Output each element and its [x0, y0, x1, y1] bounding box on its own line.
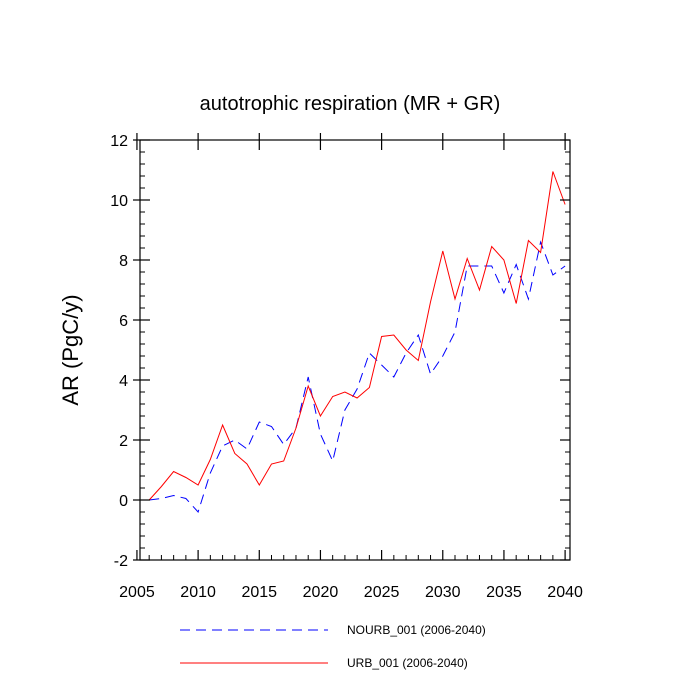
x-tick-label: 2035 [486, 584, 522, 601]
x-tick-label: 2030 [425, 584, 461, 601]
x-tick-label: 2025 [364, 584, 400, 601]
legend-label: NOURB_001 (2006-2040) [347, 623, 486, 637]
y-tick-label: 0 [119, 493, 128, 510]
x-tick-label: 2020 [303, 584, 339, 601]
y-tick-label: 8 [119, 253, 128, 270]
y-tick-label: 10 [110, 193, 128, 210]
y-tick-label: 12 [110, 133, 128, 150]
chart-title: autotrophic respiration (MR + GR) [200, 93, 501, 115]
y-tick-label: -2 [114, 553, 128, 570]
y-tick-label: 6 [119, 313, 128, 330]
x-tick-label: 2010 [180, 584, 216, 601]
series-line-nourb [149, 240, 566, 513]
x-tick-label: 2015 [241, 584, 277, 601]
x-tick-label: 2005 [119, 584, 155, 601]
series-line-urb [148, 171, 566, 501]
y-axis-label: AR (PgC/y) [58, 294, 83, 405]
legend-label: URB_001 (2006-2040) [347, 656, 468, 670]
y-tick-label: 4 [119, 373, 128, 390]
plot-frame [139, 139, 571, 561]
y-tick-label: 2 [119, 433, 128, 450]
x-tick-label: 2040 [547, 584, 583, 601]
